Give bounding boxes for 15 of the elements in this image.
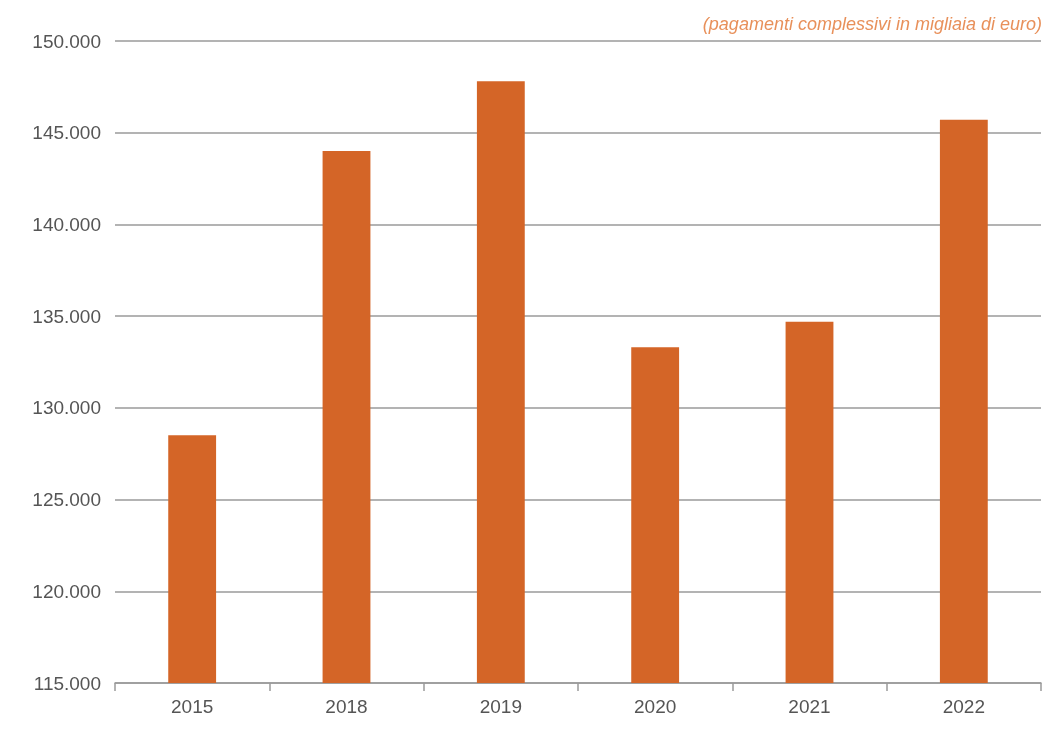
x-tick-label: 2020 <box>634 696 677 717</box>
chart-subtitle: (pagamenti complessivi in migliaia di euro) <box>702 14 1043 34</box>
y-tick-label: 140.000 <box>32 213 101 235</box>
y-tick-label: 145.000 <box>32 122 101 144</box>
x-tick-label: 2021 <box>788 696 831 717</box>
y-tick-label: 135.000 <box>32 305 101 327</box>
y-tick-label: 150.000 <box>32 30 101 52</box>
y-tick-label: 115.000 <box>33 672 101 694</box>
y-tick-label: 130.000 <box>32 397 101 419</box>
x-tick-label: 2015 <box>171 696 214 717</box>
x-tick-label: 2022 <box>942 696 985 717</box>
y-tick-label: 120.000 <box>32 580 101 602</box>
y-tick-label: 125.000 <box>32 489 101 511</box>
x-tick-label: 2018 <box>325 696 368 717</box>
x-tick-label: 2019 <box>479 696 522 717</box>
